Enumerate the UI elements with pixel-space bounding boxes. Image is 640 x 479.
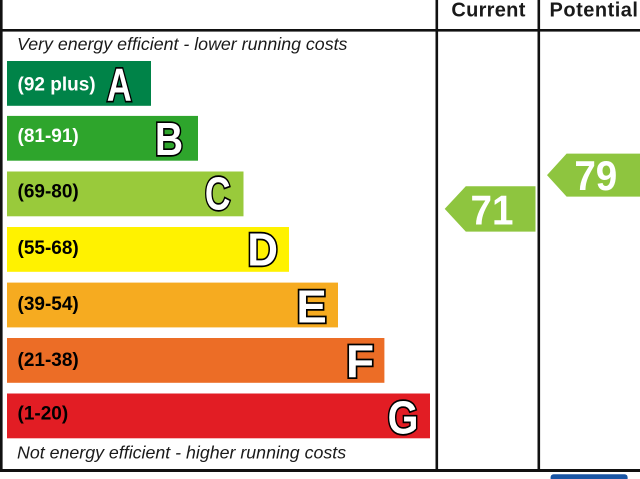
- svg-text:G: G: [388, 393, 419, 444]
- svg-text:Current: Current: [451, 0, 525, 22]
- svg-text:D: D: [247, 225, 278, 276]
- svg-text:(69-80): (69-80): [18, 182, 79, 203]
- svg-text:(39-54): (39-54): [18, 294, 79, 315]
- svg-text:(21-38): (21-38): [18, 350, 79, 371]
- svg-text:E: E: [296, 281, 326, 332]
- svg-text:(1-20): (1-20): [18, 404, 69, 425]
- svg-text:Potential: Potential: [550, 0, 639, 22]
- svg-text:A: A: [107, 59, 132, 111]
- svg-text:(55-68): (55-68): [18, 238, 79, 259]
- svg-text:(81-91): (81-91): [18, 126, 79, 147]
- svg-text:79: 79: [574, 151, 617, 199]
- svg-text:B: B: [155, 114, 183, 166]
- svg-text:C: C: [205, 168, 231, 220]
- svg-text:F: F: [346, 335, 374, 387]
- svg-text:(92 plus): (92 plus): [18, 74, 96, 95]
- svg-text:71: 71: [471, 186, 514, 234]
- svg-text:Very energy efficient - lower: Very energy efficient - lower running co…: [17, 34, 348, 54]
- svg-text:Not energy efficient - higher: Not energy efficient - higher running co…: [17, 443, 346, 463]
